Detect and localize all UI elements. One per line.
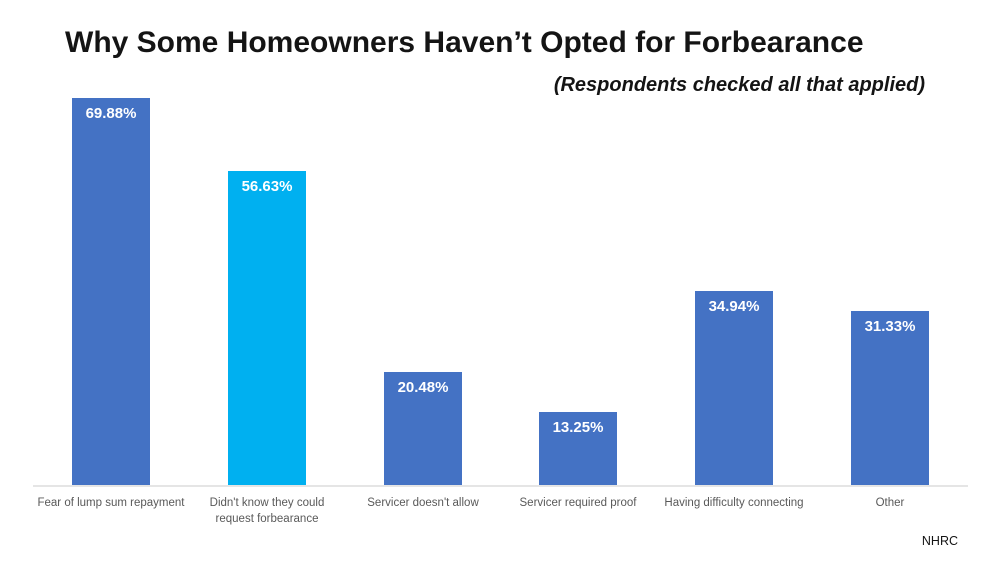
bar: 20.48% xyxy=(384,372,462,485)
bar: 34.94% xyxy=(695,291,773,485)
bar-value-label: 56.63% xyxy=(241,178,293,195)
bar: 31.33% xyxy=(851,311,929,485)
x-axis-label: Fear of lump sum repayment xyxy=(37,497,185,509)
x-axis-line xyxy=(33,485,968,487)
source-label: NHRC xyxy=(921,534,958,548)
bar-value-label: 31.33% xyxy=(864,318,916,335)
x-axis-label: Servicer doesn't allow xyxy=(367,497,479,509)
chart-subtitle: (Respondents checked all that applied) xyxy=(553,74,925,96)
bar: 56.63% xyxy=(228,171,306,485)
x-axis-label: Servicer required proof xyxy=(519,497,637,509)
x-axis-label: Having difficulty connecting xyxy=(664,497,804,509)
bar-value-label: 34.94% xyxy=(708,298,760,315)
x-axis-label: Didn't know they could request forbearan… xyxy=(209,497,325,526)
bar-value-label: 69.88% xyxy=(85,105,137,122)
bar-value-label: 20.48% xyxy=(397,379,449,396)
chart-title: Why Some Homeowners Haven’t Opted for Fo… xyxy=(65,26,864,59)
x-axis-label: Other xyxy=(875,497,905,509)
bar: 13.25% xyxy=(539,412,617,485)
bar-value-label: 13.25% xyxy=(552,419,604,436)
bar: 69.88% xyxy=(72,98,150,485)
